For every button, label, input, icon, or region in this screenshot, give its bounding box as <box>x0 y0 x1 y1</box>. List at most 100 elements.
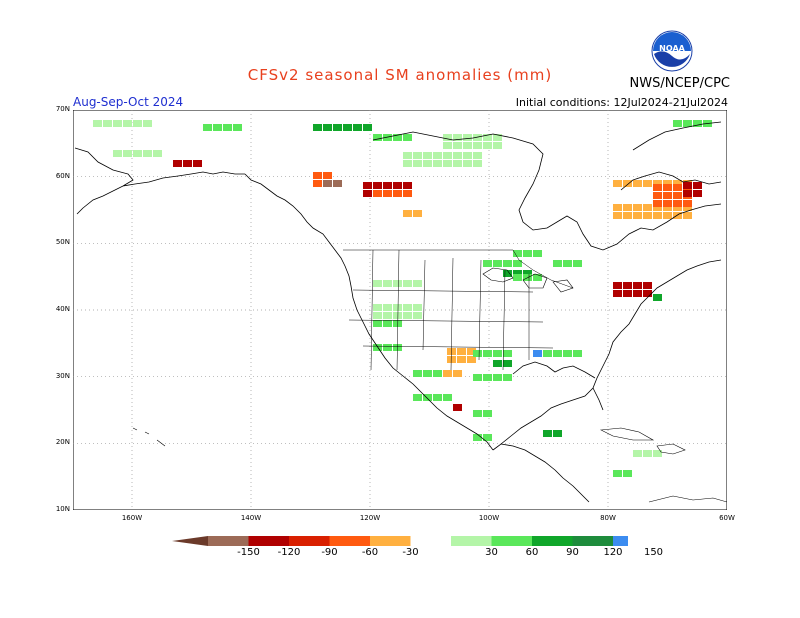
anomaly-cell <box>413 370 422 377</box>
anomaly-cell <box>643 212 652 219</box>
anomaly-cell <box>653 204 662 211</box>
anomaly-cell <box>313 172 322 179</box>
anomaly-cell <box>653 450 662 457</box>
anomaly-cell <box>453 160 462 167</box>
anomaly-cell <box>313 124 322 131</box>
lat-label: 30N <box>55 371 70 380</box>
anomaly-cell <box>223 124 232 131</box>
anomaly-cell <box>493 350 502 357</box>
anomaly-cell <box>663 192 672 199</box>
legend-swatch <box>572 536 613 546</box>
anomaly-cell <box>443 152 452 159</box>
legend-label: -60 <box>361 547 379 558</box>
noaa-logo-icon: NOAA <box>651 30 693 72</box>
anomaly-cell <box>403 182 412 189</box>
anomaly-cell <box>533 350 542 357</box>
anomaly-cell <box>413 394 422 401</box>
anomaly-cell <box>673 204 682 211</box>
anomaly-cell <box>453 134 462 141</box>
lat-label: 20N <box>55 438 70 447</box>
anomaly-cell <box>523 250 532 257</box>
anomaly-cell <box>113 150 122 157</box>
anomaly-cell <box>533 274 542 281</box>
anomaly-cell <box>573 260 582 267</box>
lon-label: 100W <box>478 514 500 522</box>
anomaly-cell <box>467 348 476 355</box>
anomaly-cell <box>133 120 142 127</box>
anomaly-cell <box>383 320 392 327</box>
anomaly-cell <box>423 160 432 167</box>
anomaly-cell <box>623 290 632 297</box>
anomaly-cell <box>633 290 642 297</box>
lat-label: 60N <box>55 171 70 180</box>
anomaly-cell <box>613 180 622 187</box>
anomaly-cell <box>393 320 402 327</box>
anomaly-cell <box>473 434 482 441</box>
anomaly-cell <box>673 212 682 219</box>
anomaly-cell <box>413 312 422 319</box>
anomaly-cell <box>653 200 662 207</box>
legend-swatch <box>370 536 411 546</box>
anomaly-cell <box>613 282 622 289</box>
legend-label: 150 <box>643 547 664 558</box>
anomaly-cell <box>673 184 682 191</box>
legend-label: -30 <box>402 547 419 558</box>
lon-label: 120W <box>359 514 381 522</box>
anomaly-cell <box>343 124 352 131</box>
anomaly-cell <box>383 190 392 197</box>
anomaly-cell <box>513 270 522 277</box>
anomaly-cell <box>533 250 542 257</box>
legend-swatch <box>532 536 573 546</box>
anomaly-cell <box>443 370 452 377</box>
anomaly-cell <box>453 142 462 149</box>
anomaly-cell <box>403 304 412 311</box>
anomaly-cell <box>113 120 122 127</box>
anomaly-cell <box>483 134 492 141</box>
anomaly-cell <box>433 160 442 167</box>
anomaly-cell <box>383 280 392 287</box>
anomaly-cell <box>393 182 402 189</box>
anomaly-cell <box>323 172 332 179</box>
anomaly-cell <box>373 344 382 351</box>
anomaly-cell <box>503 260 512 267</box>
anomaly-cell <box>353 124 362 131</box>
anomaly-cell <box>513 274 522 281</box>
anomaly-cell <box>643 450 652 457</box>
anomaly-cell <box>393 190 402 197</box>
anomaly-cell <box>423 152 432 159</box>
legend-label: 90 <box>566 547 579 558</box>
anomaly-cell <box>373 182 382 189</box>
islands <box>132 427 727 503</box>
anomaly-cell <box>513 260 522 267</box>
anomaly-cell <box>333 124 342 131</box>
state-borders <box>343 249 574 371</box>
lon-label: 60W <box>719 514 735 522</box>
anomaly-cell <box>693 120 702 127</box>
color-legend <box>172 536 628 546</box>
anomaly-cell <box>663 204 672 211</box>
anomaly-cell <box>443 394 452 401</box>
anomaly-cell <box>683 204 692 211</box>
anomaly-cell <box>483 142 492 149</box>
season-label: Aug-Sep-Oct 2024 <box>73 95 184 109</box>
anomaly-cell <box>213 124 222 131</box>
anomaly-cell <box>563 260 572 267</box>
lat-label: 10N <box>55 505 70 513</box>
anomaly-cell <box>143 150 152 157</box>
anomaly-cell <box>373 320 382 327</box>
anomaly-cell <box>433 370 442 377</box>
anomaly-cell <box>493 134 502 141</box>
anomaly-cell <box>653 212 662 219</box>
anomaly-cell <box>483 260 492 267</box>
anomaly-cell <box>413 152 422 159</box>
anomaly-cell <box>403 210 412 217</box>
anomaly-cell <box>443 142 452 149</box>
legend-swatch <box>451 536 492 546</box>
anomaly-cell <box>513 250 522 257</box>
anomaly-cell <box>447 356 456 363</box>
lat-label: 50N <box>55 238 70 247</box>
anomaly-cell <box>613 212 622 219</box>
map-title: CFSv2 seasonal SM anomalies (mm) <box>247 66 553 84</box>
anomaly-cell <box>143 120 152 127</box>
anomaly-cell <box>623 180 632 187</box>
